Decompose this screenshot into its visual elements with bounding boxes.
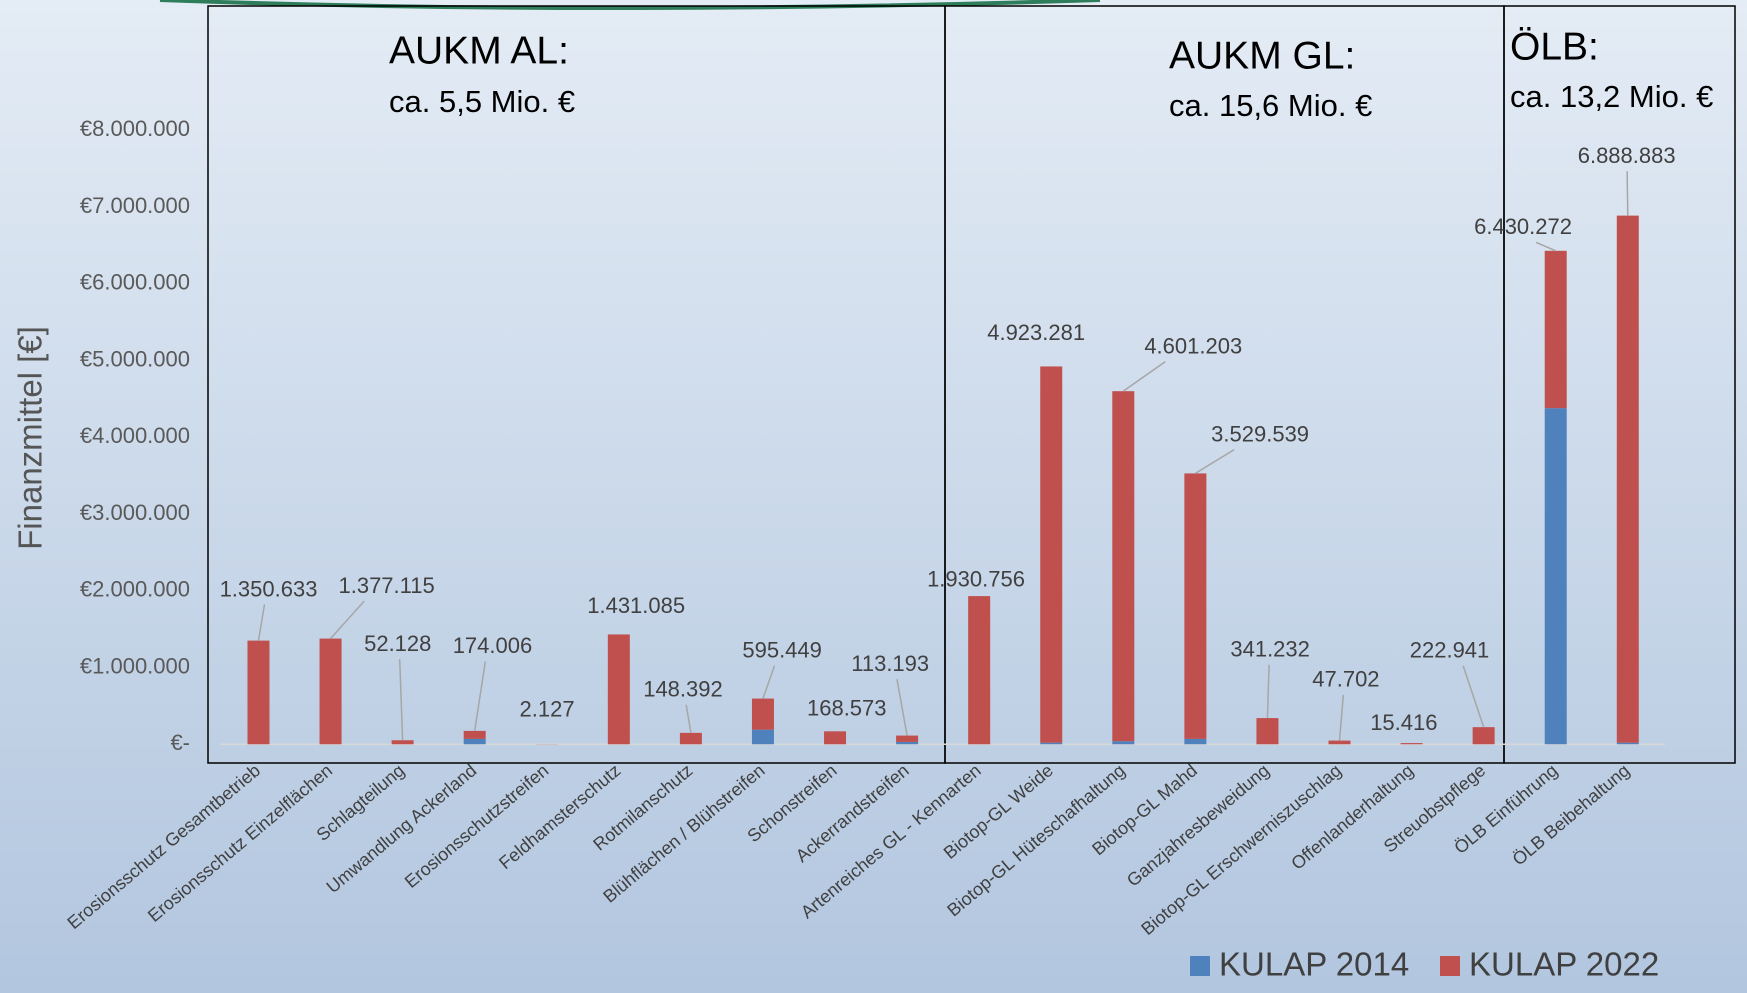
- legend-swatch: [1190, 956, 1210, 976]
- bar-segment: [1112, 391, 1135, 742]
- bar-segment: [1256, 718, 1279, 745]
- bar-segment: [1400, 743, 1423, 745]
- data-label: 113.193: [851, 651, 929, 676]
- bar-segment: [896, 735, 919, 742]
- data-label: 1.431.085: [587, 593, 685, 618]
- bar-segment: [247, 640, 270, 745]
- data-label: 1.350.633: [220, 576, 318, 601]
- leader-line: [1626, 171, 1629, 216]
- y-tick-label: €7.000.000: [80, 193, 190, 218]
- data-label: 222.941: [1410, 638, 1490, 663]
- bar-segment: [607, 634, 630, 745]
- leader-line: [257, 604, 266, 641]
- annotation-text: ca. 15,6 Mio. €: [1169, 88, 1372, 123]
- annotation-text: ca. 13,2 Mio. €: [1510, 79, 1713, 114]
- annotation-title: ÖLB:: [1510, 25, 1599, 68]
- data-label: 4.923.281: [987, 320, 1085, 345]
- data-label: 4.601.203: [1144, 333, 1242, 358]
- leader-line: [398, 659, 404, 741]
- data-label: 168.573: [807, 696, 887, 721]
- data-label: 47.702: [1312, 667, 1379, 692]
- leader-line: [1338, 694, 1345, 741]
- bar-segment: [1040, 366, 1063, 743]
- y-tick-label: €4.000.000: [80, 423, 190, 448]
- legend-label: KULAP 2014: [1219, 946, 1409, 983]
- data-label: 52.128: [364, 631, 431, 656]
- bar-segment: [751, 698, 774, 730]
- bar-segment: [1616, 215, 1639, 743]
- bar-segment: [463, 738, 486, 745]
- y-tick-label: €3.000.000: [80, 500, 190, 525]
- leader-line: [329, 600, 365, 640]
- bar-segment: [1328, 740, 1351, 745]
- leader-line: [685, 704, 692, 733]
- leader-line: [896, 679, 908, 736]
- y-tick-label: €1.000.000: [80, 653, 190, 678]
- leader-line: [1535, 241, 1557, 252]
- leader-line: [1266, 664, 1270, 719]
- data-label: 341.232: [1230, 636, 1310, 661]
- leader-line: [473, 661, 487, 732]
- data-label: 6.430.272: [1474, 214, 1572, 239]
- data-label: 148.392: [643, 677, 723, 702]
- y-tick-label: €-: [170, 730, 190, 755]
- leader-line: [762, 665, 776, 699]
- y-tick-label: €8.000.000: [80, 116, 190, 141]
- leader-line: [1462, 665, 1485, 728]
- y-tick-label: €2.000.000: [80, 577, 190, 602]
- bar-segment: [679, 732, 702, 745]
- bar-segment: [751, 729, 774, 745]
- bar-segment: [1544, 408, 1567, 745]
- bar-segment: [1112, 741, 1135, 745]
- bar-segment: [968, 596, 991, 745]
- bar-segment: [1616, 742, 1639, 745]
- annotation-title: AUKM AL:: [389, 29, 569, 72]
- data-label: 3.529.539: [1211, 421, 1309, 446]
- decoration: [159, 0, 1101, 10]
- data-label: 1.377.115: [338, 573, 434, 598]
- bar-segment: [896, 741, 919, 745]
- bar-segment: [1040, 742, 1063, 745]
- bar-segment: [824, 731, 847, 745]
- legend-swatch: [1440, 956, 1460, 976]
- annotation-text: ca. 5,5 Mio. €: [389, 84, 575, 119]
- y-axis-label: Finanzmittel [€]: [12, 326, 49, 550]
- bar-segment: [1544, 250, 1567, 409]
- group-box: [1503, 5, 1736, 764]
- annotation-title: AUKM GL:: [1169, 34, 1355, 77]
- y-tick-label: €5.000.000: [80, 346, 190, 371]
- bar-segment: [463, 730, 486, 739]
- bar-segment: [391, 740, 414, 745]
- data-label: 174.006: [453, 633, 533, 658]
- data-label: 15.416: [1370, 710, 1437, 735]
- bar-segment: [319, 638, 342, 745]
- leader-line: [1194, 448, 1235, 475]
- y-tick-label: €6.000.000: [80, 270, 190, 295]
- legend-label: KULAP 2022: [1469, 946, 1659, 983]
- data-label: 2.127: [520, 697, 575, 722]
- bar-segment: [1184, 738, 1207, 745]
- bar-segment: [1184, 473, 1207, 739]
- data-label: 595.449: [742, 638, 822, 663]
- data-label: 1.930.756: [927, 566, 1025, 591]
- data-label: 6.888.883: [1578, 143, 1676, 168]
- leader-line: [1122, 361, 1166, 392]
- bar-segment: [1472, 727, 1495, 745]
